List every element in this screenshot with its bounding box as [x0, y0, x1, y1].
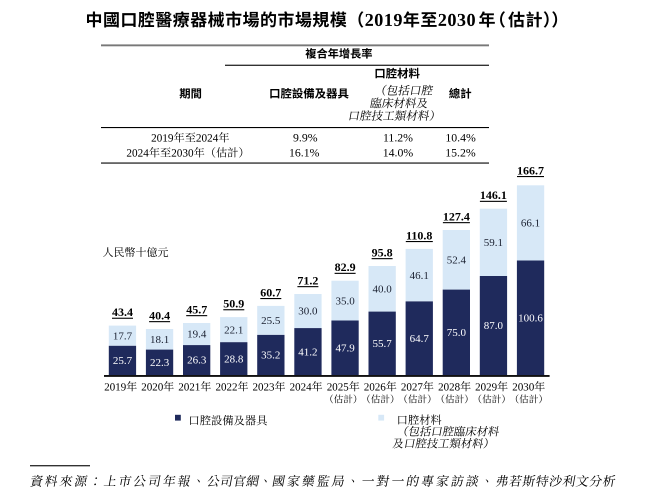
- svg-text:40.4: 40.4: [149, 308, 170, 322]
- svg-text:28.8: 28.8: [224, 353, 244, 365]
- svg-text:50.9: 50.9: [223, 297, 244, 311]
- svg-text:55.7: 55.7: [372, 338, 392, 350]
- svg-text:110.8: 110.8: [406, 228, 432, 242]
- svg-text:64.7: 64.7: [410, 333, 430, 345]
- svg-text:52.4: 52.4: [447, 255, 467, 267]
- svg-text:66.1: 66.1: [521, 218, 540, 230]
- svg-text:59.1: 59.1: [484, 237, 503, 249]
- svg-text:22.1: 22.1: [224, 324, 243, 336]
- svg-text:45.7: 45.7: [186, 302, 207, 316]
- svg-text:71.2: 71.2: [297, 273, 318, 287]
- svg-text:82.9: 82.9: [335, 260, 356, 274]
- svg-text:11.2%: 11.2%: [383, 131, 413, 145]
- svg-text:60.7: 60.7: [260, 285, 281, 299]
- svg-text:35.0: 35.0: [335, 295, 355, 307]
- svg-text:17.7: 17.7: [113, 330, 133, 342]
- svg-text:22.3: 22.3: [150, 357, 170, 369]
- svg-text:127.4: 127.4: [443, 209, 470, 223]
- svg-text:95.8: 95.8: [372, 245, 393, 259]
- svg-text:25.7: 25.7: [113, 355, 133, 367]
- svg-text:75.0: 75.0: [447, 327, 467, 339]
- svg-text:15.2%: 15.2%: [445, 146, 476, 160]
- svg-text:166.7: 166.7: [517, 163, 544, 177]
- svg-text:41.2: 41.2: [298, 346, 317, 358]
- svg-text:18.1: 18.1: [150, 334, 169, 346]
- svg-text:35.2: 35.2: [261, 350, 280, 362]
- svg-text:100.6: 100.6: [518, 313, 543, 325]
- svg-text:9.9%: 9.9%: [293, 131, 318, 145]
- svg-text:14.0%: 14.0%: [383, 146, 414, 160]
- svg-text:10.4%: 10.4%: [445, 131, 476, 145]
- svg-text:16.1%: 16.1%: [289, 146, 320, 160]
- svg-text:19.4: 19.4: [187, 329, 207, 341]
- svg-text:46.1: 46.1: [410, 270, 429, 282]
- svg-text:40.0: 40.0: [372, 284, 392, 296]
- svg-text:146.1: 146.1: [480, 188, 507, 202]
- svg-text:43.4: 43.4: [112, 305, 133, 319]
- svg-text:25.5: 25.5: [261, 315, 281, 327]
- svg-text:47.9: 47.9: [335, 342, 355, 354]
- svg-text:26.3: 26.3: [187, 355, 207, 367]
- svg-text:87.0: 87.0: [484, 320, 504, 332]
- svg-text:30.0: 30.0: [298, 306, 318, 318]
